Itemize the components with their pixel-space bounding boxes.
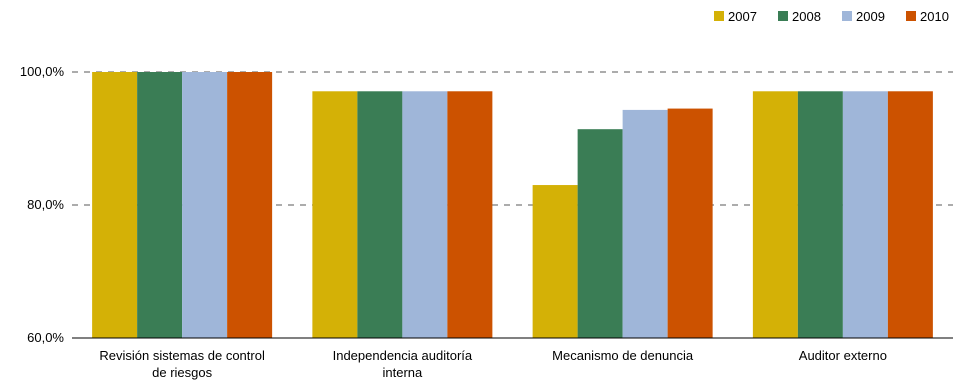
- category-label-2-0: Mecanismo de denuncia: [552, 348, 694, 363]
- category-label-0-0: Revisión sistemas de control: [99, 348, 265, 363]
- category-label-1-1: interna: [383, 365, 424, 380]
- y-tick-label-2: 100,0%: [20, 64, 65, 79]
- legend-swatch-2008: [778, 11, 788, 21]
- bar-2008-1: [357, 91, 403, 338]
- bar-2008-3: [797, 91, 843, 338]
- bar-2010-1: [447, 91, 493, 338]
- bar-2008-2: [577, 129, 623, 338]
- bar-2010-2: [667, 108, 713, 338]
- bar-2009-2: [622, 109, 668, 338]
- bar-2007-3: [752, 91, 798, 338]
- y-tick-label-0: 60,0%: [27, 330, 64, 345]
- legend-swatch-2007: [714, 11, 724, 21]
- category-label-3-0: Auditor externo: [799, 348, 887, 363]
- legend-label-2010: 2010: [920, 9, 949, 24]
- bar-2009-0: [182, 72, 228, 338]
- bar-2009-3: [842, 91, 888, 338]
- legend-swatch-2010: [906, 11, 916, 21]
- y-tick-label-1: 80,0%: [27, 197, 64, 212]
- bar-2007-0: [92, 72, 138, 338]
- category-label-1-0: Independencia auditoría: [333, 348, 473, 363]
- legend-label-2007: 2007: [728, 9, 757, 24]
- bar-2007-1: [312, 91, 358, 338]
- legend-label-2008: 2008: [792, 9, 821, 24]
- category-label-0-1: de riesgos: [152, 365, 212, 380]
- bar-2007-2: [532, 185, 578, 338]
- bar-2008-0: [137, 72, 183, 338]
- legend-label-2009: 2009: [856, 9, 885, 24]
- legend-swatch-2009: [842, 11, 852, 21]
- bar-2009-1: [402, 91, 448, 338]
- bar-2010-3: [887, 91, 933, 338]
- bar-2010-0: [227, 72, 273, 338]
